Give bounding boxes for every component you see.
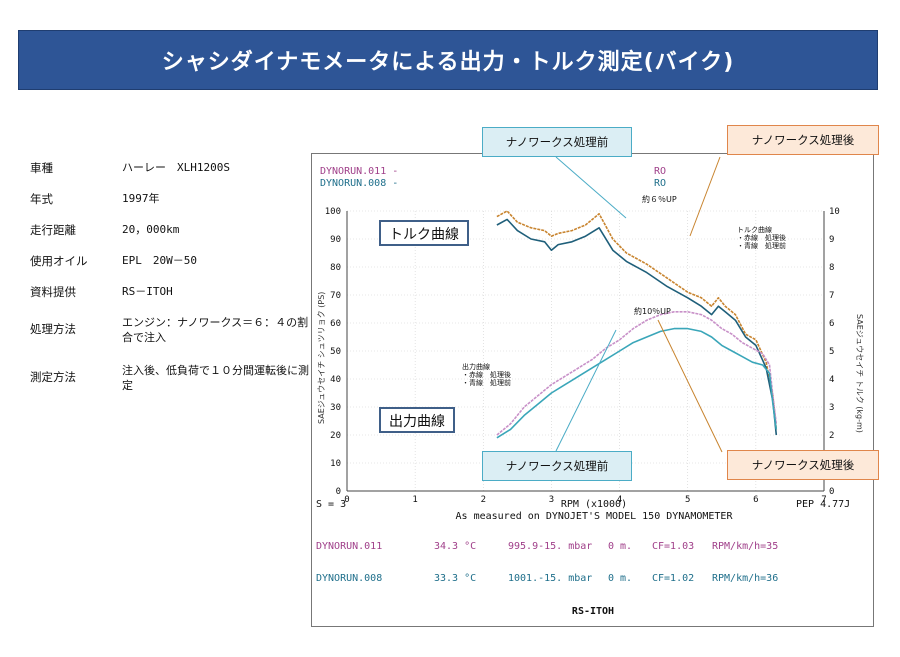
run-011-name: DYNORUN.011 bbox=[316, 541, 382, 552]
x-tick-label: 2 bbox=[481, 495, 486, 505]
y-tick-right: 5 bbox=[829, 347, 834, 357]
spec-label: 走行距離 bbox=[30, 223, 76, 237]
spec-value: ハーレー XLH1200S bbox=[122, 161, 230, 174]
x-tick-label: 0 bbox=[344, 495, 349, 505]
spec-value: 1997年 bbox=[122, 192, 160, 205]
spec-value: エンジン：ナノワークス＝６：４の割合で注入 bbox=[122, 316, 309, 344]
y-tick-left: 90 bbox=[330, 235, 341, 245]
y-tick-right: 4 bbox=[829, 375, 834, 385]
spec-label: 車種 bbox=[30, 161, 53, 175]
header-run-008: DYNORUN.008 - bbox=[320, 178, 398, 189]
run-011-pressure: 995.9-15. mbar bbox=[508, 541, 592, 552]
power-legend-before: ・青線 処理前 bbox=[462, 378, 511, 387]
callout-after-bottom: ナノワークス処理後 bbox=[727, 450, 879, 480]
header-ro-008: RO bbox=[654, 178, 666, 189]
y-tick-right: 9 bbox=[829, 235, 834, 245]
y-tick-right: 3 bbox=[829, 403, 834, 413]
y-tick-right: 8 bbox=[829, 263, 834, 273]
page-title: シャシダイナモメータによる出力・トルク測定(バイク) bbox=[161, 50, 735, 75]
spec-value: 注入後、低負荷で１０分間運転後に測定 bbox=[122, 364, 309, 392]
y-tick-right: 10 bbox=[829, 207, 840, 217]
y-tick-right: 6 bbox=[829, 319, 834, 329]
y-tick-left: 50 bbox=[330, 347, 341, 357]
y-tick-left: 10 bbox=[330, 459, 341, 469]
torque-legend-before: ・青線 処理前 bbox=[737, 241, 786, 250]
run-011-cf: CF=1.03 bbox=[652, 541, 694, 552]
chart-series bbox=[496, 210, 778, 439]
spec-label: 資料提供 bbox=[30, 285, 76, 299]
power-legend-after: ・赤線 処理後 bbox=[462, 370, 511, 379]
y-tick-left: 100 bbox=[325, 207, 341, 217]
spec-value: EPL 20W－50 bbox=[122, 254, 197, 267]
spec-value: 20，000km bbox=[122, 223, 180, 236]
x-tick-label: 6 bbox=[753, 495, 758, 505]
run-008-rpm: RPM/km/h=36 bbox=[712, 573, 778, 584]
x-tick-label: 3 bbox=[549, 495, 554, 505]
y-tick-left: 40 bbox=[330, 375, 341, 385]
header-run-011: DYNORUN.011 - bbox=[320, 166, 398, 177]
run-008-pressure: 1001.-15. mbar bbox=[508, 573, 592, 584]
dyno-chart: DYNORUN.011 - DYNORUN.008 - RO RO 001012… bbox=[311, 153, 874, 627]
x-axis-label: RPM (x1000) bbox=[561, 499, 627, 510]
spec-label: 処理方法 bbox=[30, 322, 76, 336]
torque-gain-note: 約６％UP bbox=[642, 194, 677, 204]
y-tick-left: 20 bbox=[330, 431, 341, 441]
series-torque_after bbox=[496, 210, 778, 430]
run-011-temp: 34.3 °C bbox=[434, 541, 476, 552]
y-tick-right: 7 bbox=[829, 291, 834, 301]
run-008-cf: CF=1.02 bbox=[652, 573, 694, 584]
run-011-alt: 0 m. bbox=[608, 541, 632, 552]
power-curve-label: 出力曲線 bbox=[379, 407, 455, 433]
chart-axes: 0010120230340450560670780890910010012345… bbox=[325, 207, 840, 505]
y-tick-right: 2 bbox=[829, 431, 834, 441]
series-power_after bbox=[496, 311, 778, 436]
y-axis-right-label: SAEジュウセイチ トルク (kg-m) bbox=[855, 314, 864, 433]
y-tick-left: 80 bbox=[330, 263, 341, 273]
x-tick-label: 7 bbox=[821, 495, 826, 505]
power-gain-note: 約10％UP bbox=[634, 306, 671, 316]
chart-grid bbox=[346, 210, 825, 492]
callout-after-top: ナノワークス処理後 bbox=[727, 125, 879, 155]
spec-label: 使用オイル bbox=[30, 254, 88, 268]
run-008-name: DYNORUN.008 bbox=[316, 573, 382, 584]
y-tick-left: 60 bbox=[330, 319, 341, 329]
header-ro-011: RO bbox=[654, 166, 666, 177]
callout-before-top: ナノワークス処理前 bbox=[482, 127, 632, 157]
y-axis-left-label: SAEジュウセイチ シュツリョク (PS) bbox=[317, 292, 326, 424]
x-tick-label: 5 bbox=[685, 495, 690, 505]
x-tick-label: 4 bbox=[617, 495, 622, 505]
measured-note: As measured on DYNOJET'S MODEL 150 DYNAM… bbox=[456, 511, 734, 522]
y-tick-left: 0 bbox=[336, 487, 341, 497]
dyno-chart-svg: DYNORUN.011 - DYNORUN.008 - RO RO 001012… bbox=[316, 166, 864, 617]
spec-value: RS－ITOH bbox=[122, 285, 173, 298]
pep-label: PEP 4.77J bbox=[796, 499, 850, 510]
run-008-alt: 0 m. bbox=[608, 573, 632, 584]
spec-label: 年式 bbox=[30, 192, 53, 206]
series-power_before bbox=[496, 327, 778, 439]
spec-label: 測定方法 bbox=[30, 370, 76, 384]
credit-label: RS-ITOH bbox=[572, 606, 614, 617]
torque-legend-after: ・赤線 処理後 bbox=[737, 233, 786, 242]
y-tick-left: 70 bbox=[330, 291, 341, 301]
run-011-rpm: RPM/km/h=35 bbox=[712, 541, 778, 552]
callout-before-bottom: ナノワークス処理前 bbox=[482, 451, 632, 481]
y-tick-left: 30 bbox=[330, 403, 341, 413]
torque-curve-label: トルク曲線 bbox=[379, 220, 469, 246]
series-torque_before bbox=[496, 218, 778, 436]
torque-legend-title: トルク曲線 bbox=[737, 225, 772, 234]
title-bar: シャシダイナモメータによる出力・トルク測定(バイク) bbox=[18, 30, 878, 90]
s-label: S = 3 bbox=[316, 499, 346, 510]
power-legend-title: 出力曲線 bbox=[462, 362, 490, 371]
y-tick-right: 0 bbox=[829, 487, 834, 497]
x-tick-label: 1 bbox=[412, 495, 417, 505]
run-008-temp: 33.3 °C bbox=[434, 573, 476, 584]
